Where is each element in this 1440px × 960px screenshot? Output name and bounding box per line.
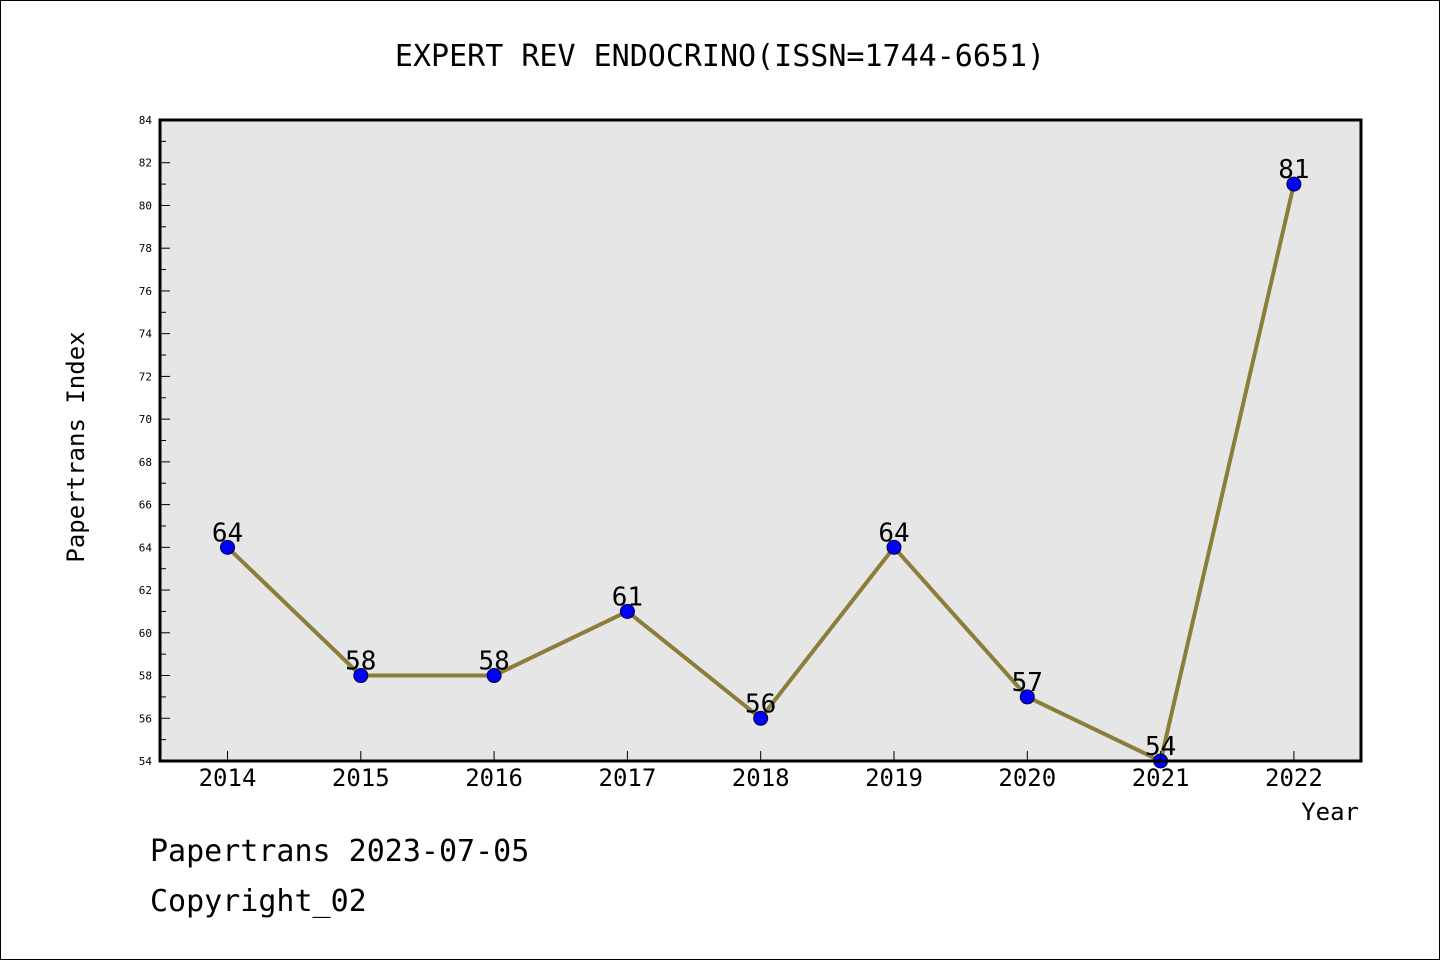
- y-tick-label: 84: [139, 114, 153, 127]
- x-axis: 2014 2015 2016 2017 2018 2019 2020 2021 2022: [199, 751, 1323, 792]
- data-point: [353, 668, 369, 684]
- y-axis: 54 56 58 60 62 64 66 68 70 72 74 76 78 80 82 84: [139, 114, 170, 768]
- x-tick-label: 2014: [199, 764, 257, 792]
- data-label: 58: [345, 647, 376, 677]
- x-axis-label: Year: [1301, 798, 1359, 826]
- y-tick-label: 54: [139, 755, 153, 768]
- data-label: 57: [1012, 668, 1043, 698]
- footer-date: Papertrans 2023-07-05: [150, 834, 530, 869]
- y-tick-label: 56: [139, 712, 152, 725]
- y-tick-label: 78: [139, 242, 152, 255]
- y-tick-label: 58: [139, 670, 152, 683]
- data-label: 58: [478, 647, 509, 677]
- data-point: [1019, 689, 1035, 705]
- y-tick-label: 64: [139, 541, 153, 554]
- y-tick-label: 70: [139, 413, 152, 426]
- data-label: 64: [878, 518, 909, 548]
- x-tick-label: 2015: [332, 764, 390, 792]
- data-label: 64: [212, 518, 243, 548]
- footer-copyright: Copyright_02: [150, 884, 367, 919]
- y-tick-label: 80: [139, 199, 152, 212]
- x-tick-label: 2022: [1265, 764, 1323, 792]
- y-axis-label: Papertrans Index: [62, 331, 90, 562]
- plot-area: [160, 120, 1361, 761]
- data-point: [1286, 176, 1302, 192]
- x-tick-label: 2020: [998, 764, 1056, 792]
- x-tick-label: 2019: [865, 764, 923, 792]
- data-label: 56: [745, 689, 776, 719]
- data-label: 61: [612, 582, 643, 612]
- x-tick-label: 2021: [1132, 764, 1190, 792]
- chart-title: EXPERT REV ENDOCRINO(ISSN=1744-6651): [395, 39, 1045, 74]
- y-tick-label: 68: [139, 456, 152, 469]
- x-tick-label: 2018: [732, 764, 790, 792]
- x-tick-label: 2017: [599, 764, 657, 792]
- data-point: [886, 539, 902, 555]
- y-tick-label: 62: [139, 584, 152, 597]
- data-point: [753, 710, 769, 726]
- data-point: [220, 539, 235, 555]
- y-tick-label: 76: [139, 285, 152, 298]
- y-tick-label: 66: [139, 499, 152, 512]
- y-tick-label: 74: [139, 328, 153, 341]
- data-point: [486, 668, 502, 684]
- x-tick-label: 2016: [465, 764, 523, 792]
- y-tick-label: 82: [139, 157, 152, 170]
- y-tick-label: 72: [139, 370, 152, 383]
- data-label: 81: [1278, 155, 1309, 185]
- y-tick-label: 60: [139, 627, 152, 640]
- data-point: [619, 603, 635, 619]
